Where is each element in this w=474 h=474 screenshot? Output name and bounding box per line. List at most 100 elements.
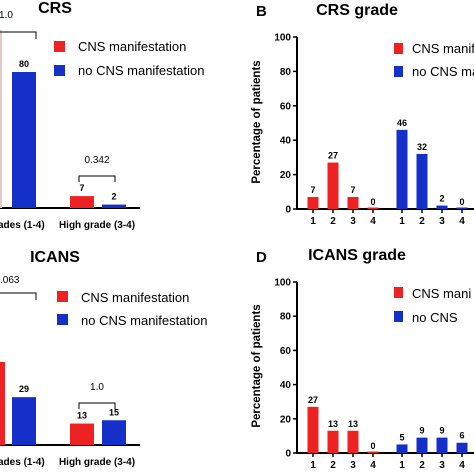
bar <box>12 72 36 208</box>
x-tick-label: 2 <box>330 216 336 227</box>
bar-value-label: 2 <box>439 194 444 204</box>
panel-a-xtick-all: ades (1-4) <box>0 220 45 231</box>
p-value-high-grade: 0.342 <box>84 155 109 166</box>
y-tick-label: 0 <box>285 449 291 460</box>
bar <box>416 153 428 209</box>
bar-value-label: 6 <box>459 431 464 441</box>
bracket-high-grade <box>78 175 116 182</box>
legend-label-cns: CNS manif <box>412 41 474 56</box>
x-tick-label: 1 <box>399 460 405 471</box>
legend-swatch-no-cns <box>394 311 403 322</box>
panel-d-bars: 27 1 13 2 13 3 0 4 5 1 9 2 9 3 6 4 <box>307 395 468 471</box>
bar-value-label: 27 <box>328 151 338 161</box>
panel-a-title: CRS <box>38 0 72 17</box>
x-tick-label: 3 <box>350 460 356 471</box>
p-value-all-grades: .063 <box>0 275 20 286</box>
y-tick-label: 80 <box>280 312 292 323</box>
legend-swatch-cns <box>57 291 68 302</box>
y-tick-label: 40 <box>280 136 292 147</box>
bar-value-label: 7 <box>79 183 84 193</box>
x-tick-label: 2 <box>419 460 425 471</box>
bar <box>327 162 339 209</box>
bar <box>102 420 126 445</box>
legend-swatch-cns <box>54 41 65 52</box>
bracket-high-grade <box>78 402 116 409</box>
x-tick-label: 2 <box>330 460 336 471</box>
bar <box>456 442 468 453</box>
x-tick-label: 1 <box>310 216 316 227</box>
panel-b-legend: CNS manif no CNS ma <box>394 41 474 79</box>
bar-value-label: 5 <box>399 432 404 442</box>
x-tick-label: 4 <box>459 460 465 471</box>
y-tick-label: 20 <box>280 170 292 181</box>
bar <box>396 129 408 209</box>
bar <box>347 196 359 209</box>
x-tick-label: 3 <box>350 216 356 227</box>
panel-a-bars: 7 80 2 <box>0 30 126 208</box>
x-tick-label: 2 <box>419 216 425 227</box>
panel-c-legend: CNS manifestation no CNS manifestation <box>57 290 207 328</box>
panel-b-y-label: Percentage of patients <box>251 60 263 183</box>
y-tick-label: 80 <box>280 67 292 78</box>
x-tick-label: 3 <box>439 460 445 471</box>
bar-value-label: 13 <box>77 411 87 421</box>
y-tick-label: 60 <box>280 101 292 112</box>
y-tick-label: 100 <box>274 33 291 44</box>
bar <box>367 451 379 453</box>
bar <box>416 437 428 453</box>
legend-label-no-cns: no CNS <box>412 310 458 325</box>
legend-swatch-cns <box>394 287 403 298</box>
bar-value-label: 29 <box>19 384 29 394</box>
bar <box>102 204 126 208</box>
bar <box>307 196 319 209</box>
panel-d: D ICANS grade Percentage of patients 020… <box>251 247 474 471</box>
panel-a-legend: CNS manifestation no CNS manifestation <box>54 39 204 78</box>
panel-d-y-axis: 0 20 40 60 80 100 <box>274 278 297 460</box>
panel-d-letter: D <box>256 249 267 266</box>
panel-c-bars: 13 29 15 <box>0 362 126 445</box>
panel-c-significance: .063 1.0 <box>0 275 116 409</box>
y-tick-label: 60 <box>280 346 292 357</box>
legend-label-no-cns: no CNS manifestation <box>81 313 207 328</box>
bar <box>12 397 36 445</box>
legend-swatch-cns <box>394 43 403 54</box>
legend-swatch-no-cns <box>54 65 65 76</box>
bar-value-label: 27 <box>308 395 318 405</box>
bar-value-label: 13 <box>328 419 338 429</box>
panel-c: ICANS CNS manifestation no CNS manifesta… <box>0 249 207 468</box>
bar-value-label: 15 <box>109 407 119 417</box>
panel-c-xtick-all: ades (1-4) <box>0 457 45 468</box>
bar <box>347 430 359 453</box>
bracket-all-grades <box>0 292 37 300</box>
bar <box>327 430 339 453</box>
legend-label-cns: CNS manifestation <box>81 290 189 305</box>
panel-b-letter: B <box>256 3 267 20</box>
x-tick-label: 4 <box>370 460 376 471</box>
bar-value-label: 0 <box>459 197 464 207</box>
bar <box>436 437 448 453</box>
bar <box>367 207 379 209</box>
x-tick-label: 1 <box>310 460 316 471</box>
panel-a-significance: 1.0 0.342 <box>0 10 116 182</box>
bar-value-label: 9 <box>439 426 444 436</box>
panel-b: B CRS grade Percentage of patients 02040… <box>251 2 474 227</box>
x-tick-label: 1 <box>399 216 405 227</box>
legend-label-no-cns: no CNS manifestation <box>78 63 204 78</box>
bar-value-label: 13 <box>348 419 358 429</box>
panel-d-title: ICANS grade <box>308 247 406 264</box>
panel-d-legend: CNS mani no CNS <box>394 286 471 325</box>
bar-value-label: 32 <box>417 142 427 152</box>
legend-swatch-no-cns <box>394 66 403 77</box>
bar-cropped <box>0 30 2 208</box>
panel-b-y-axis: 0 20 40 60 80 100 <box>274 33 297 216</box>
bar <box>396 444 408 453</box>
panel-d-y-label: Percentage of patients <box>251 304 263 427</box>
bar <box>307 406 319 453</box>
panel-a: CRS CNS manifestation no CNS manifestati… <box>0 0 204 231</box>
bracket-all-grades <box>0 31 37 39</box>
x-tick-label: 3 <box>439 216 445 227</box>
x-tick-label: 4 <box>459 216 465 227</box>
legend-label-cns: CNS mani <box>412 286 471 301</box>
